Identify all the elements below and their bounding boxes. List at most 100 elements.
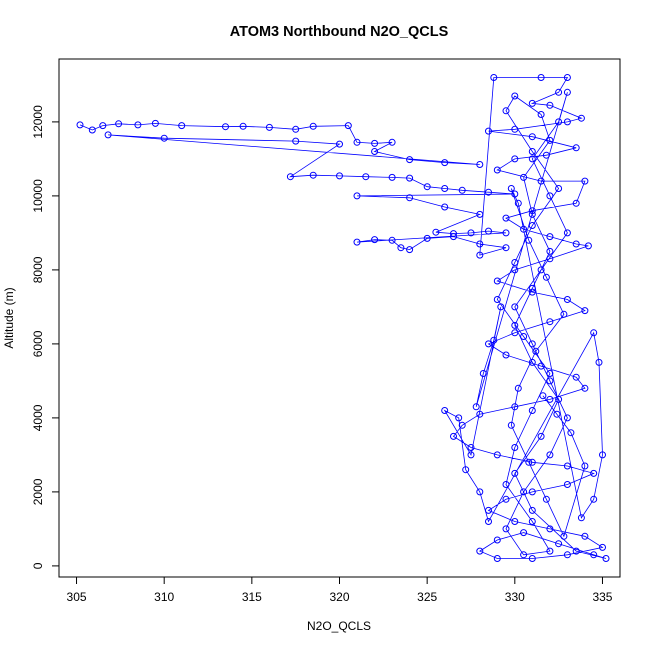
data-point (502, 107, 510, 115)
y-tick-label: 10000 (31, 179, 45, 213)
data-point (555, 88, 563, 96)
data-point (546, 247, 554, 255)
data-point (542, 495, 550, 503)
data-point (362, 173, 370, 181)
y-tick-label: 2000 (31, 478, 45, 505)
data-point (388, 138, 396, 146)
x-axis-label: N2O_QCLS (307, 619, 371, 633)
data-point (563, 481, 571, 488)
data-point (353, 238, 361, 246)
data-point (567, 429, 575, 437)
y-tick-label: 4000 (31, 404, 45, 431)
data-point (371, 139, 379, 147)
data-point (511, 403, 519, 411)
data-point (493, 536, 501, 544)
data-point (528, 506, 536, 514)
data-point (502, 481, 510, 488)
data-point (502, 525, 510, 533)
data-point (546, 318, 554, 326)
data-layer (76, 74, 610, 562)
data-point (497, 303, 505, 311)
data-point (528, 99, 536, 107)
data-point (581, 532, 589, 540)
data-point (546, 136, 554, 144)
data-point (467, 451, 475, 459)
data-point (590, 329, 598, 337)
data-point (539, 392, 547, 400)
data-point (511, 266, 519, 274)
data-point (528, 407, 536, 414)
data-point (511, 259, 519, 266)
x-tick-label: 310 (154, 590, 174, 604)
data-point (450, 432, 457, 440)
data-point (520, 488, 528, 496)
data-point (563, 74, 571, 81)
data-point (485, 518, 492, 525)
data-point (542, 151, 550, 159)
data-point (88, 126, 96, 134)
data-point (511, 92, 519, 100)
x-tick-label: 305 (67, 590, 87, 604)
data-point (590, 495, 598, 503)
data-point (104, 131, 112, 139)
data-point (602, 555, 610, 562)
data-point (528, 210, 536, 218)
data-point (572, 240, 580, 248)
data-point (485, 506, 492, 514)
x-tick-label: 335 (592, 590, 612, 604)
data-point (502, 495, 510, 503)
data-point (485, 340, 492, 348)
data-point (572, 144, 580, 152)
data-point (115, 120, 123, 128)
data-point (537, 362, 545, 370)
data-point (577, 114, 585, 122)
data-point (511, 518, 519, 525)
data-point (292, 125, 300, 133)
data-point (546, 192, 554, 200)
x-axis: 305 310 315 320 325 330 335 (67, 576, 613, 604)
data-point (441, 185, 449, 192)
data-point (528, 148, 536, 155)
data-point (467, 444, 475, 451)
y-tick-label: 12000 (31, 105, 45, 139)
data-point (595, 358, 603, 366)
data-point (476, 410, 484, 418)
data-point (546, 525, 554, 533)
data-point (485, 227, 492, 235)
data-point (286, 173, 294, 181)
data-point (511, 444, 519, 451)
data-point (528, 518, 536, 525)
data-point (563, 551, 571, 559)
data-point (563, 118, 571, 126)
data-point (502, 214, 510, 222)
data-point (476, 210, 484, 218)
chart-title: ATOM3 Northbound N2O_QCLS (230, 24, 449, 40)
data-point (520, 551, 528, 559)
data-point (546, 377, 554, 385)
data-point (563, 414, 571, 422)
data-point (502, 244, 510, 252)
data-point (388, 173, 396, 181)
data-point (520, 529, 528, 537)
data-point (546, 255, 554, 263)
data-point (476, 547, 484, 555)
data-point (599, 451, 606, 459)
data-point (599, 543, 606, 551)
data-point (537, 74, 545, 81)
data-point (572, 373, 580, 381)
data-point (472, 403, 480, 411)
data-point (511, 321, 519, 329)
data-point (458, 186, 466, 194)
data-point (520, 173, 528, 181)
data-point (563, 88, 571, 96)
data-point (151, 119, 159, 127)
data-point (520, 225, 528, 233)
data-point (493, 166, 501, 174)
data-point (239, 122, 247, 130)
x-tick-label: 315 (242, 590, 262, 604)
data-point (528, 284, 536, 292)
data-point (507, 421, 515, 429)
data-point (493, 296, 501, 303)
data-point (581, 384, 589, 392)
